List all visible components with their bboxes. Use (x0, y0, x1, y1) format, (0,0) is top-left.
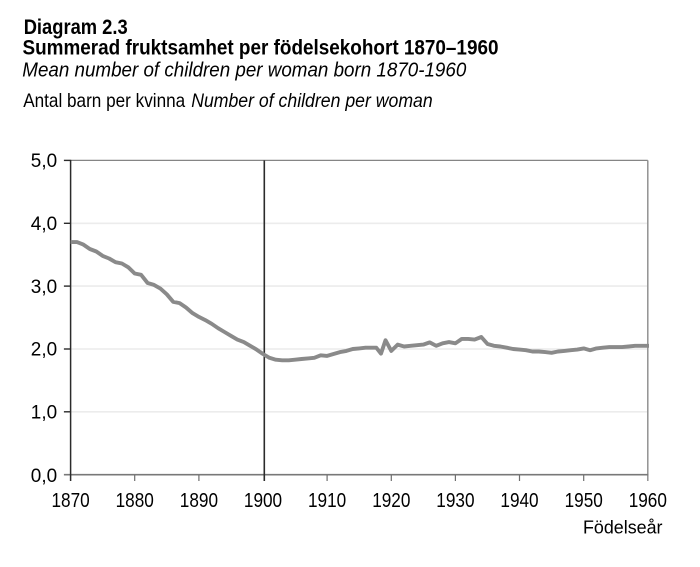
svg-text:5,0: 5,0 (31, 150, 57, 172)
svg-text:1910: 1910 (308, 489, 346, 512)
svg-text:1960: 1960 (629, 489, 667, 512)
svg-text:1,0: 1,0 (31, 402, 57, 424)
svg-text:1920: 1920 (372, 489, 410, 512)
svg-text:Number of children per woman: Number of children per woman (191, 90, 433, 112)
svg-text:4,0: 4,0 (31, 213, 57, 235)
svg-text:1890: 1890 (180, 489, 218, 512)
svg-text:Antal barn per kvinna: Antal barn per kvinna (23, 90, 185, 112)
svg-text:Födelseår: Födelseår (583, 516, 663, 537)
svg-text:1870: 1870 (52, 489, 90, 512)
svg-text:Summerad fruktsamhet per födel: Summerad fruktsamhet per födelsekohort 1… (23, 36, 499, 59)
svg-text:1880: 1880 (116, 489, 154, 512)
svg-text:1950: 1950 (565, 489, 603, 512)
svg-text:1900: 1900 (244, 489, 282, 512)
svg-text:2,0: 2,0 (31, 339, 57, 361)
svg-text:1930: 1930 (436, 489, 474, 512)
svg-text:0,0: 0,0 (31, 465, 57, 487)
svg-text:Diagram 2.3: Diagram 2.3 (24, 16, 128, 39)
svg-text:3,0: 3,0 (31, 276, 57, 298)
svg-text:Mean number of children per wo: Mean number of children per woman born 1… (22, 58, 467, 81)
svg-text:1940: 1940 (500, 489, 538, 512)
